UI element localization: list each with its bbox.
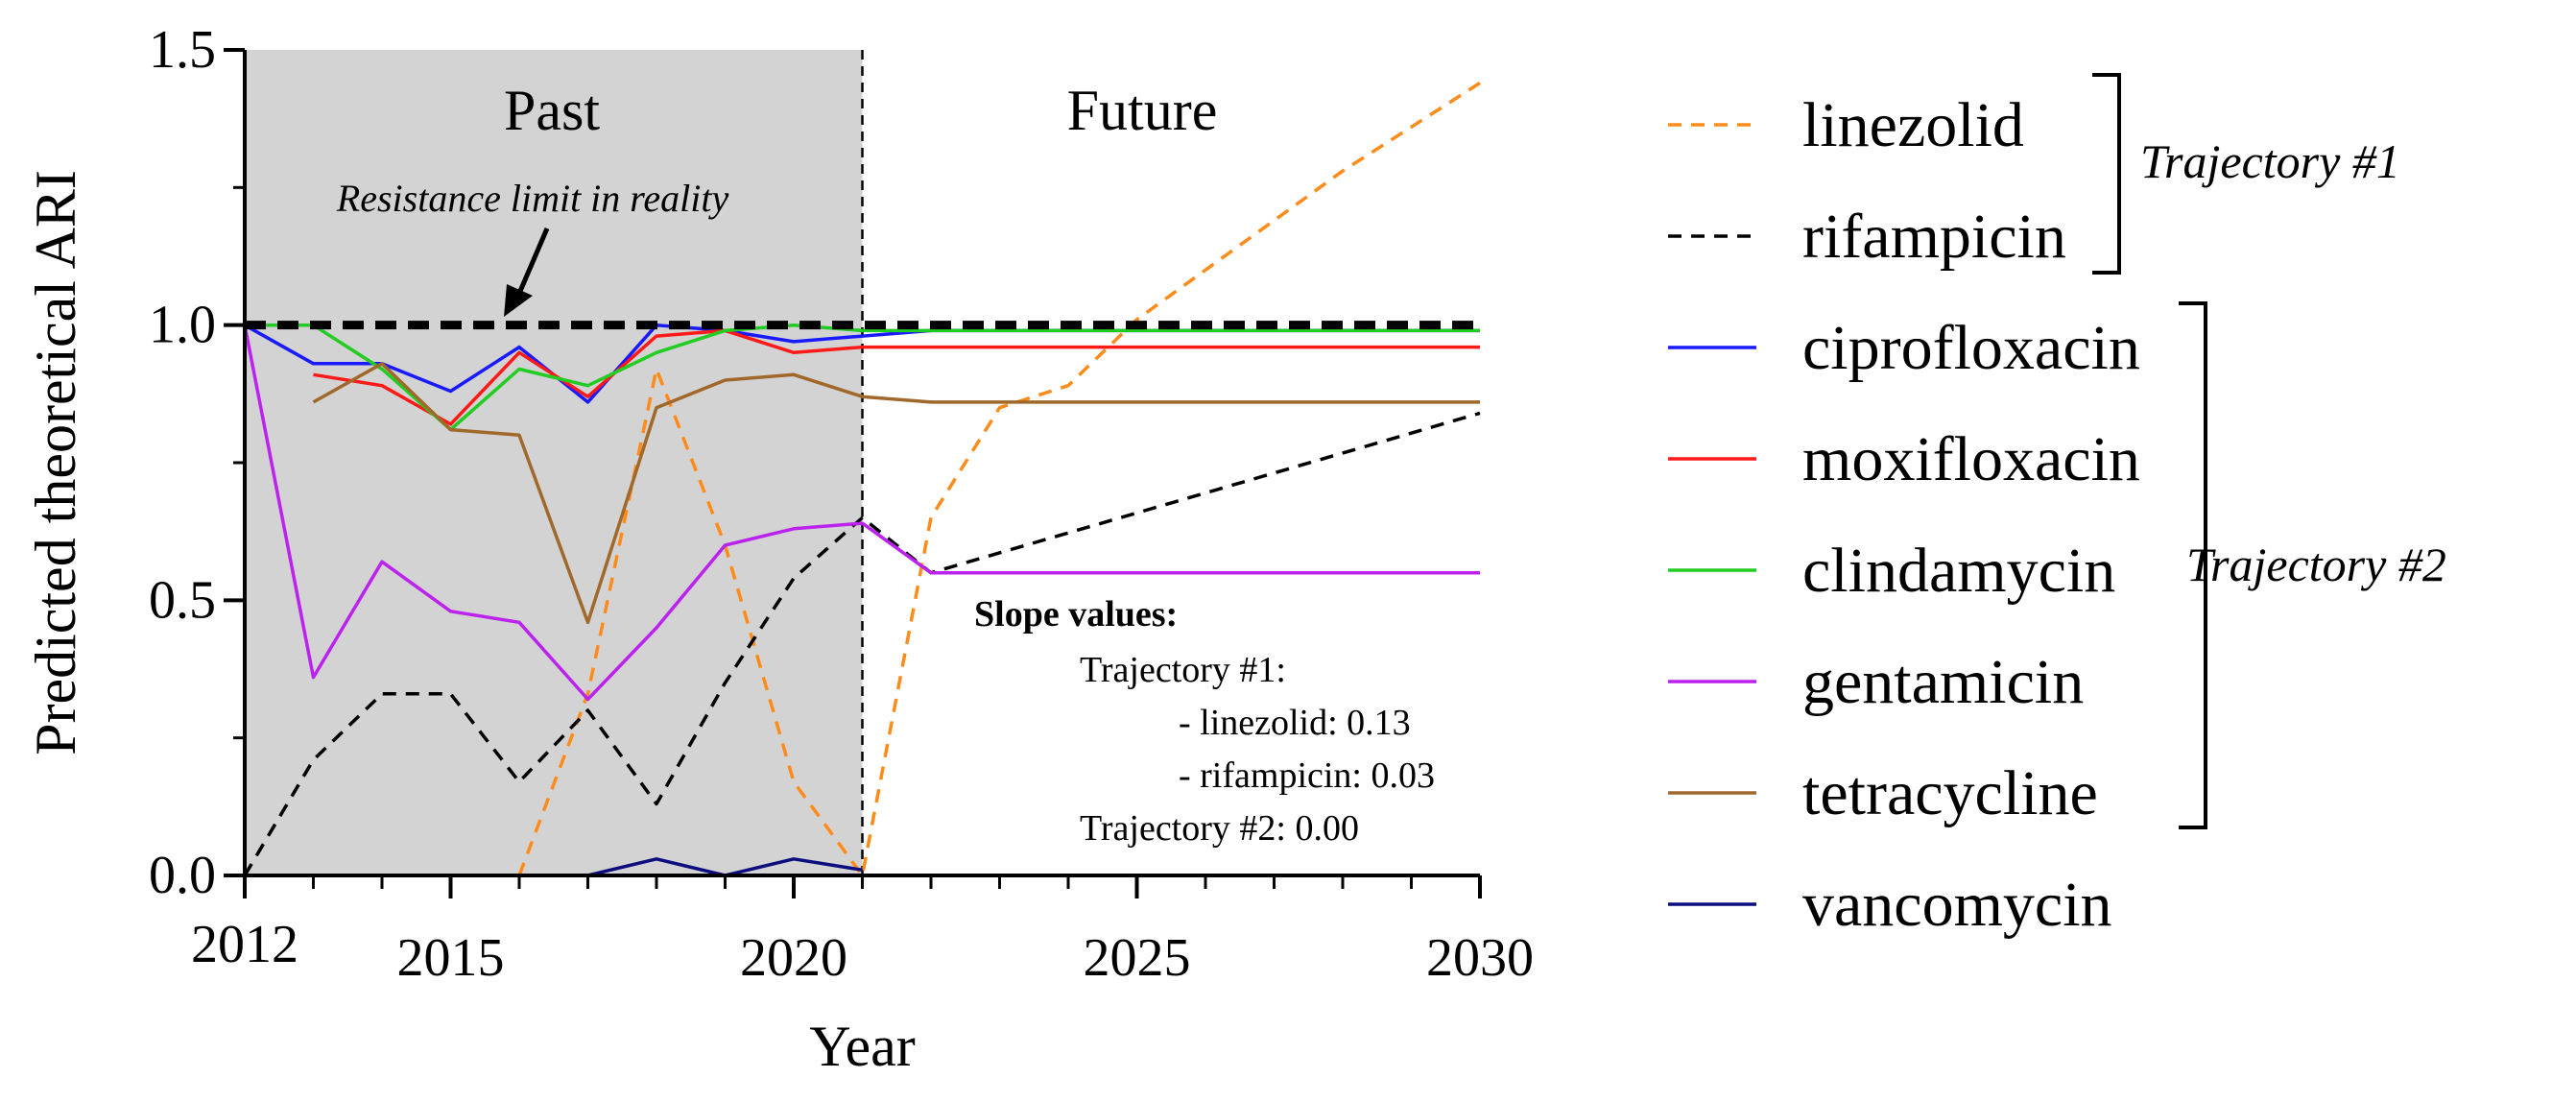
- past-region: [245, 50, 863, 875]
- resistance-limit-arrow: [504, 228, 550, 317]
- trajectory-1-label: Trajectory #1: [2140, 134, 2400, 188]
- trajectory-1-bracket: [2092, 73, 2121, 275]
- series-line-rifampicin: [243, 411, 1481, 876]
- future-label: Future: [1067, 79, 1218, 142]
- x-tick-label: 2020: [740, 928, 847, 988]
- legend-label-moxifloxacin: moxifloxacin: [1802, 424, 2140, 494]
- trajectory-2-label: Trajectory #2: [2186, 538, 2446, 591]
- series-line-linezolid: [517, 81, 1481, 877]
- x-tick-label: 2015: [397, 928, 505, 988]
- legend-label-ciprofloxacin: ciprofloxacin: [1802, 313, 2140, 383]
- series-line-clindamycin: [245, 323, 1480, 432]
- slope-line-2: - linezolid: 0.13: [1179, 703, 1411, 743]
- slope-line-1: Trajectory #1:: [1080, 650, 1286, 690]
- trajectory-brackets: Trajectory #1 Trajectory #2: [2092, 73, 2446, 829]
- slope-line-4: Trajectory #2: 0.00: [1080, 808, 1359, 849]
- y-axis-title: Predicted theoretical ARI: [24, 170, 87, 755]
- y-tick-label: 1.0: [149, 296, 216, 355]
- x-tick-label: 2030: [1426, 928, 1534, 988]
- resistance-limit-label: Resistance limit in reality: [336, 177, 729, 220]
- legend-label-clindamycin: clindamycin: [1802, 536, 2115, 606]
- annotations: Past Future Resistance limit in reality …: [336, 79, 1435, 849]
- axes: 0.0 0.5 1.0 1.5 2012 2015 2020 2025 2030 Year Pred…: [24, 20, 1534, 1078]
- legend-label-vancomycin: vancomycin: [1802, 870, 2112, 940]
- x-tick-label: 2025: [1084, 928, 1191, 988]
- legend-label-linezolid: linezolid: [1802, 90, 2024, 160]
- legend: linezolid rifampicin ciprofloxacin moxiflox…: [1668, 90, 2140, 940]
- data-series: [243, 81, 1481, 877]
- legend-label-tetracycline: tetracycline: [1802, 758, 2098, 828]
- trajectory-2-bracket: [2179, 301, 2207, 829]
- slope-line-3: - rifampicin: 0.03: [1179, 755, 1435, 796]
- y-tick-label: 0.5: [149, 570, 216, 630]
- past-shade: [245, 50, 863, 875]
- y-tick-label: 0.0: [149, 846, 216, 905]
- x-tick-label: 2012: [191, 915, 298, 974]
- y-tick-label: 1.5: [149, 20, 216, 80]
- legend-label-rifampicin: rifampicin: [1802, 202, 2066, 272]
- slope-title: Slope values:: [974, 594, 1178, 635]
- series-line-gentamicin: [243, 324, 1480, 702]
- past-label: Past: [504, 79, 600, 142]
- legend-label-gentamicin: gentamicin: [1802, 647, 2084, 717]
- series-line-tetracycline: [312, 362, 1480, 625]
- x-axis-title: Year: [809, 1015, 916, 1078]
